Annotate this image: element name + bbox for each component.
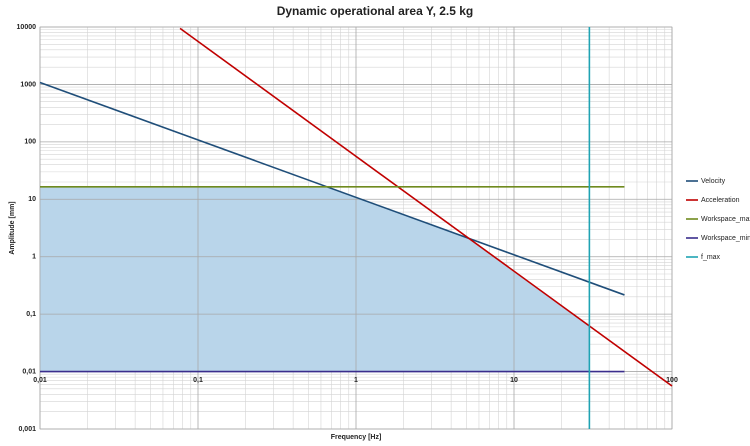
legend-label: Velocity <box>701 178 726 185</box>
legend-label: f_max <box>701 254 721 261</box>
legend-label: Workspace_min <box>701 235 750 242</box>
y-tick-label: 0,01 <box>22 368 36 375</box>
x-tick-label: 1 <box>354 377 358 384</box>
y-tick-label: 10000 <box>17 24 37 31</box>
chart-title: Dynamic operational area Y, 2.5 kg <box>277 4 474 18</box>
x-axis-title: Frequency [Hz] <box>331 434 382 441</box>
series-line <box>39 81 625 296</box>
y-tick-label: 100 <box>24 139 36 146</box>
legend-label: Acceleration <box>701 197 740 204</box>
y-tick-label: 10 <box>28 196 36 203</box>
y-tick-label: 1 <box>32 254 36 261</box>
x-tick-label: 10 <box>510 377 518 384</box>
legend-label: Workspace_max <box>701 216 750 223</box>
y-tick-label: 0,001 <box>18 426 36 433</box>
y-tick-label: 1000 <box>20 81 36 88</box>
x-tick-label: 100 <box>666 377 678 384</box>
x-tick-label: 0,1 <box>193 377 203 384</box>
y-axis-title: Amplitude [mm] <box>9 201 16 254</box>
x-tick-label: 0,01 <box>33 377 47 384</box>
y-tick-label: 0,1 <box>26 311 36 318</box>
